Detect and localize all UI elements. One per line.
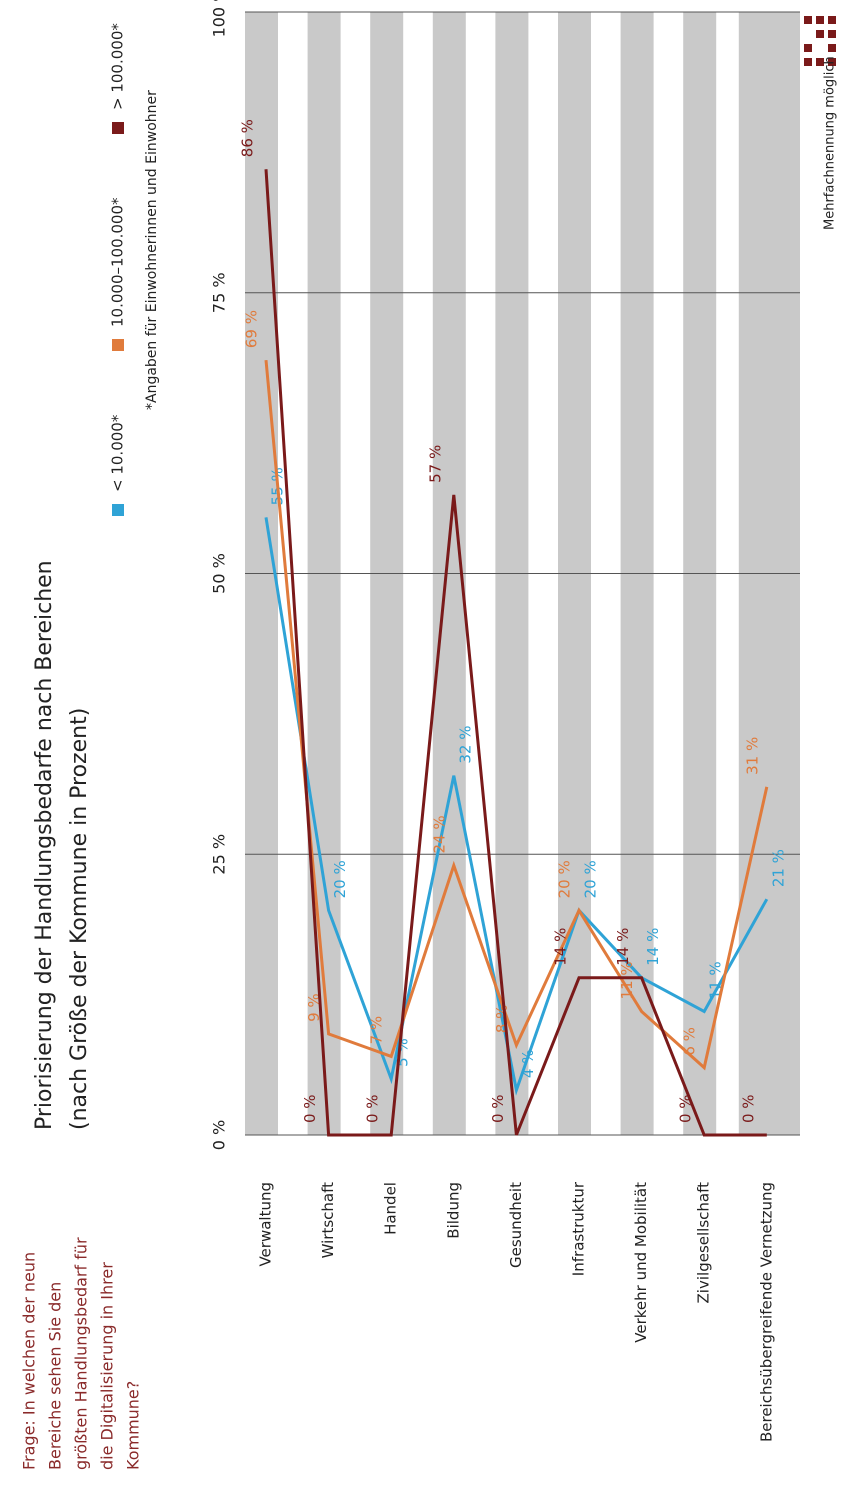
value-label: 14 % [644, 928, 662, 966]
x-tick-label: Verkehr und Mobilität [632, 1182, 650, 1343]
chart-title: Priorisierung der Handlungsbedarfe nach … [32, 560, 57, 1130]
value-label: 4 % [519, 1050, 537, 1079]
x-tick-label: Handel [382, 1182, 400, 1235]
legend-label: < 10.000* [109, 414, 127, 492]
value-label: 21 % [769, 849, 787, 887]
value-label: 20 % [331, 860, 349, 898]
value-label: 31 % [743, 737, 761, 775]
value-label: 14 % [552, 928, 570, 966]
x-tick-label: Gesundheit [507, 1182, 525, 1268]
value-label: 86 % [239, 119, 257, 157]
value-label: 0 % [677, 1094, 695, 1123]
series-line [264, 517, 769, 1096]
y-tick-label: 50 % [210, 553, 229, 594]
question-line: Frage: In welchen der neun [20, 1252, 39, 1470]
value-label: 0 % [489, 1094, 507, 1123]
value-label: 24 % [430, 815, 448, 853]
y-tick-label: 100 % [210, 0, 229, 37]
y-tick-label: 25 % [210, 834, 229, 875]
legend-swatch [112, 122, 124, 134]
value-label: 6 % [681, 1027, 699, 1056]
question-line: die Digitalisierung in Ihrer [98, 1262, 117, 1470]
x-tick-label: Infrastruktur [570, 1181, 588, 1276]
value-label: 20 % [556, 860, 574, 898]
legend-label: > 100.000* [109, 23, 127, 110]
legend-swatch [112, 504, 124, 516]
value-label: 14 % [614, 928, 632, 966]
value-label: 0 % [739, 1094, 757, 1123]
x-tick-label: Bildung [444, 1182, 462, 1239]
legend-swatch [112, 339, 124, 351]
chart-subtitle: (nach Größe der Kommune in Prozent) [67, 708, 92, 1130]
x-tick-label: Wirtschaft [319, 1182, 337, 1258]
value-label: 32 % [456, 726, 474, 764]
x-tick-label: Zivilgesellschaft [695, 1182, 713, 1304]
question-line: Bereiche sehen Sie den [46, 1282, 65, 1470]
value-label: 57 % [426, 445, 444, 483]
value-label: 7 % [368, 1016, 386, 1045]
question-line: größten Handlungsbedarf für [72, 1237, 91, 1470]
note: Mehrfachnennung möglich [823, 56, 838, 230]
y-tick-label: 0 % [210, 1120, 229, 1150]
series-line [264, 169, 767, 1137]
y-tick-label: 75 % [210, 272, 229, 313]
footnote: *Angaben für Einwohnerinnen und Einwohne… [144, 90, 160, 410]
x-tick-label: Verwaltung [257, 1182, 275, 1267]
value-label: 20 % [582, 860, 600, 898]
value-label: 69 % [243, 310, 261, 348]
value-label: 0 % [301, 1094, 319, 1123]
series-line [264, 359, 769, 1071]
question-line: Kommune? [124, 1381, 143, 1470]
value-label: 0 % [364, 1094, 382, 1123]
legend-label: 10.000–100.000* [109, 197, 127, 327]
x-tick-label: Bereichsübergreifende Vernetzung [757, 1182, 775, 1442]
value-label: 11 % [618, 961, 636, 999]
value-label: 8 % [493, 1005, 511, 1034]
